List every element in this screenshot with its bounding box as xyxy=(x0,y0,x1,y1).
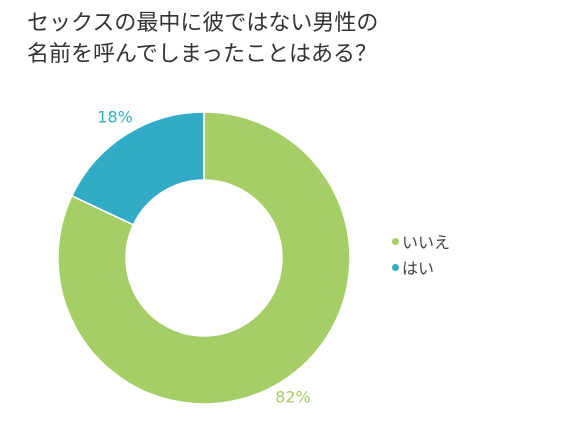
chart-title-line-2: 名前を呼んでしまったことはある？ xyxy=(27,42,378,67)
slice-labels: 82% 18% xyxy=(97,107,310,406)
slice-label-0: 82% xyxy=(275,388,311,407)
legend-item: はい xyxy=(392,254,450,280)
slice-label-1: 18% xyxy=(97,107,133,126)
slice-0 xyxy=(57,111,351,405)
legend-label: いいえ xyxy=(402,233,451,252)
legend-label: はい xyxy=(402,259,435,278)
legend: いいえ はい xyxy=(392,228,450,280)
legend-item: いいえ xyxy=(392,228,450,254)
legend-marker xyxy=(392,263,399,271)
slice-1 xyxy=(70,111,205,226)
chart-title-line-1: セックスの最中に彼ではない男性の xyxy=(27,11,379,36)
legend-marker xyxy=(392,237,399,245)
chart-title: セックスの最中に彼ではない男性の 名前を呼んでしまったことはある？ xyxy=(27,8,547,70)
donut-slices xyxy=(57,111,351,405)
